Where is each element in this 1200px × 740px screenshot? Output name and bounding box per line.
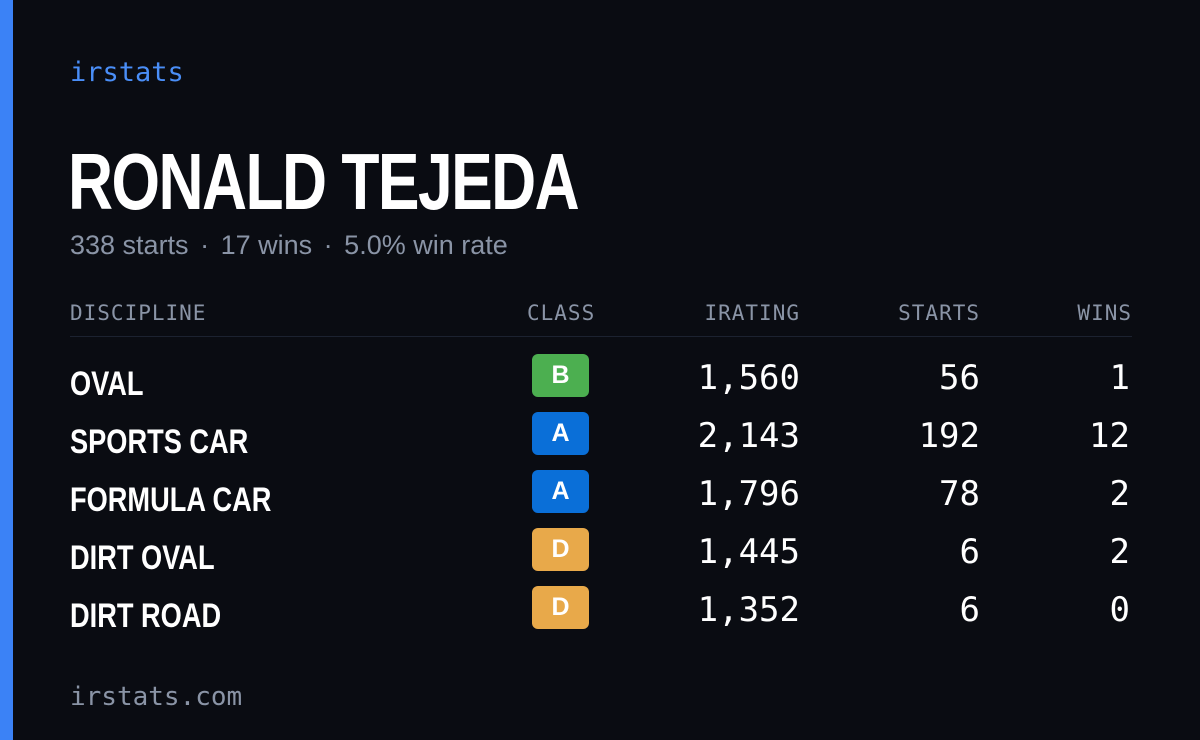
header-discipline: DISCIPLINE bbox=[70, 301, 207, 325]
starts-cell: 6 bbox=[959, 590, 980, 630]
table-row: DIRT OVAL D 1,445 6 2 bbox=[70, 528, 1132, 586]
starts-cell: 78 bbox=[939, 474, 980, 514]
class-badge: A bbox=[532, 470, 589, 513]
irating-cell: 1,445 bbox=[697, 532, 800, 572]
footer-url: irstats.com bbox=[70, 682, 243, 712]
discipline-cell: DIRT OVAL bbox=[70, 539, 215, 577]
class-badge: A bbox=[532, 412, 589, 455]
irating-cell: 1,352 bbox=[697, 590, 800, 630]
class-badge: D bbox=[532, 528, 589, 571]
discipline-cell: DIRT ROAD bbox=[70, 597, 222, 635]
table-row: SPORTS CAR A 2,143 192 12 bbox=[70, 412, 1132, 470]
wins-cell: 2 bbox=[1109, 532, 1130, 572]
discipline-cell: OVAL bbox=[70, 365, 144, 403]
discipline-cell: SPORTS CAR bbox=[70, 423, 249, 461]
header-wins: WINS bbox=[1077, 301, 1132, 325]
win-rate: 5.0% win rate bbox=[344, 230, 508, 260]
table-row: DIRT ROAD D 1,352 6 0 bbox=[70, 586, 1132, 644]
accent-bar bbox=[0, 0, 13, 740]
header-divider bbox=[70, 336, 1132, 337]
total-wins: 17 wins bbox=[220, 230, 313, 260]
header-starts: STARTS bbox=[898, 301, 980, 325]
class-badge: D bbox=[532, 586, 589, 629]
discipline-cell: FORMULA CAR bbox=[70, 481, 272, 519]
wins-cell: 2 bbox=[1109, 474, 1130, 514]
header-class: CLASS bbox=[527, 301, 596, 325]
table-row: OVAL B 1,560 56 1 bbox=[70, 354, 1132, 412]
total-starts: 338 starts bbox=[70, 230, 189, 260]
wins-cell: 12 bbox=[1089, 416, 1130, 456]
starts-cell: 6 bbox=[959, 532, 980, 572]
brand-logo: irstats bbox=[70, 57, 184, 88]
irating-cell: 1,796 bbox=[697, 474, 800, 514]
wins-cell: 0 bbox=[1109, 590, 1130, 630]
starts-cell: 56 bbox=[939, 358, 980, 398]
header-irating: IRATING bbox=[704, 301, 800, 325]
class-badge: B bbox=[532, 354, 589, 397]
table-body: OVAL B 1,560 56 1 SPORTS CAR A 2,143 192… bbox=[70, 354, 1132, 644]
summary-separator: · bbox=[323, 230, 333, 260]
starts-cell: 192 bbox=[918, 416, 980, 456]
table-row: FORMULA CAR A 1,796 78 2 bbox=[70, 470, 1132, 528]
irating-cell: 1,560 bbox=[697, 358, 800, 398]
wins-cell: 1 bbox=[1109, 358, 1130, 398]
driver-name: RONALD TEJEDA bbox=[68, 137, 580, 226]
driver-summary: 338 starts · 17 wins · 5.0% win rate bbox=[70, 228, 508, 262]
irating-cell: 2,143 bbox=[697, 416, 800, 456]
summary-separator: · bbox=[200, 230, 210, 260]
